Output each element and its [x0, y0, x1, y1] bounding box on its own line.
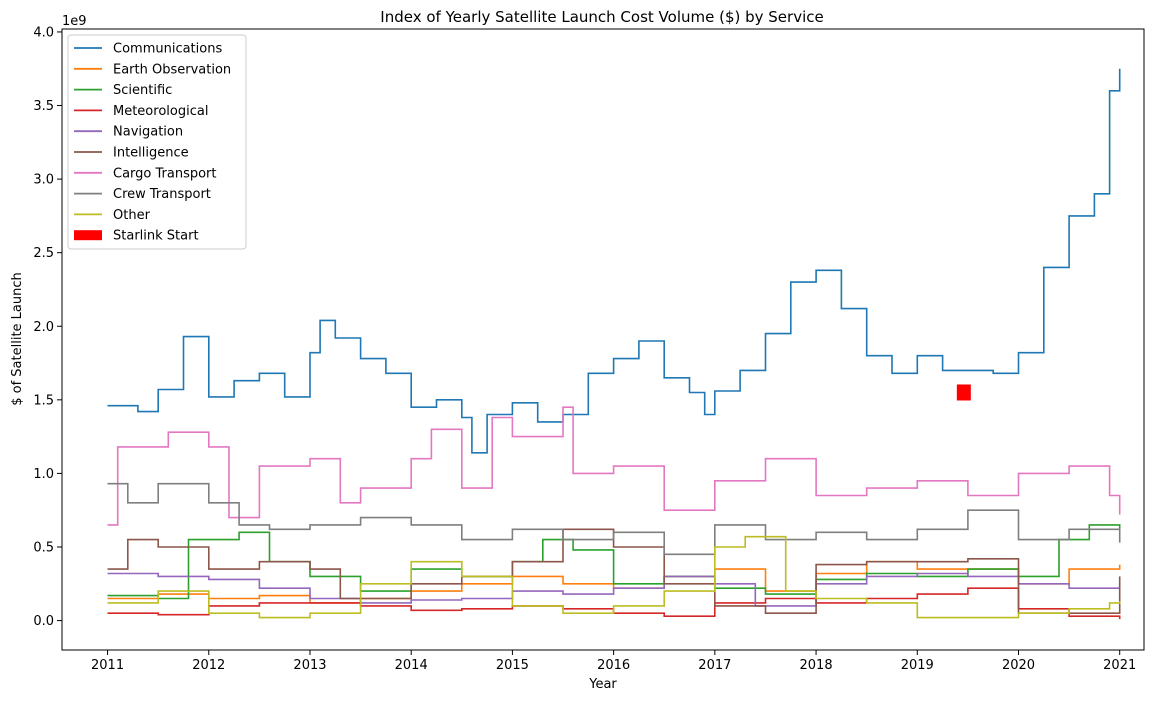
series-line-communications — [107, 68, 1121, 454]
series-line-meteorological — [107, 587, 1121, 620]
y-tick-label: 0.0 — [33, 614, 54, 629]
x-tick-label: 2015 — [496, 658, 529, 673]
y-axis-label: $ of Satellite Launch — [10, 272, 25, 406]
x-tick-label: 2011 — [91, 658, 124, 673]
x-tick-label: 2018 — [800, 658, 833, 673]
y-tick-label: 2.5 — [33, 246, 54, 261]
x-tick-label: 2016 — [597, 658, 630, 673]
legend-label-navigation: Navigation — [113, 125, 183, 140]
series-line-scientific — [107, 524, 1121, 600]
x-tick-label: 2019 — [901, 658, 934, 673]
chart-title: Index of Yearly Satellite Launch Cost Vo… — [380, 8, 823, 26]
legend-label-other: Other — [113, 208, 151, 223]
y-tick-label: 1.5 — [33, 393, 54, 408]
series-line-cargo-transport — [107, 406, 1121, 526]
legend-label-cargo-transport: Cargo Transport — [113, 166, 217, 181]
legend-label-communications: Communications — [113, 42, 222, 57]
legend-swatch-starlink-start — [74, 230, 102, 241]
y-scale-label: 1e9 — [62, 14, 87, 29]
series-line-earth-observation — [107, 560, 1121, 604]
series-group — [107, 68, 1121, 620]
x-tick-label: 2020 — [1002, 658, 1035, 673]
series-line-crew-transport — [107, 482, 1121, 556]
legend-label-scientific: Scientific — [113, 83, 172, 98]
legend-label-starlink-start: Starlink Start — [113, 229, 199, 244]
x-tick-label: 2012 — [192, 658, 225, 673]
legend-box — [67, 34, 247, 250]
legend-label-crew-transport: Crew Transport — [113, 187, 211, 202]
x-tick-label: 2021 — [1103, 658, 1136, 673]
legend-label-meteorological: Meteorological — [113, 104, 208, 119]
series-line-navigation — [107, 572, 1121, 607]
y-tick-label: 3.0 — [33, 173, 54, 188]
x-tick-label: 2013 — [293, 658, 326, 673]
x-tick-label: 2017 — [698, 658, 731, 673]
y-tick-label: 1.0 — [33, 467, 54, 482]
legend-label-intelligence: Intelligence — [113, 146, 189, 161]
plot-frame — [61, 28, 1145, 651]
x-tick-label: 2014 — [395, 658, 428, 673]
legend: Communications Earth Observation Scientifi… — [67, 34, 247, 250]
y-tick-label: 0.5 — [33, 540, 54, 555]
y-tick-label: 2.0 — [33, 320, 54, 335]
series-line-other — [107, 535, 1121, 619]
x-axis-label: Year — [588, 677, 617, 692]
starlink-start-marker — [956, 384, 971, 401]
y-tick-label: 4.0 — [33, 25, 54, 40]
y-tick-label: 3.5 — [33, 99, 54, 114]
legend-label-earth-observation: Earth Observation — [113, 62, 231, 77]
